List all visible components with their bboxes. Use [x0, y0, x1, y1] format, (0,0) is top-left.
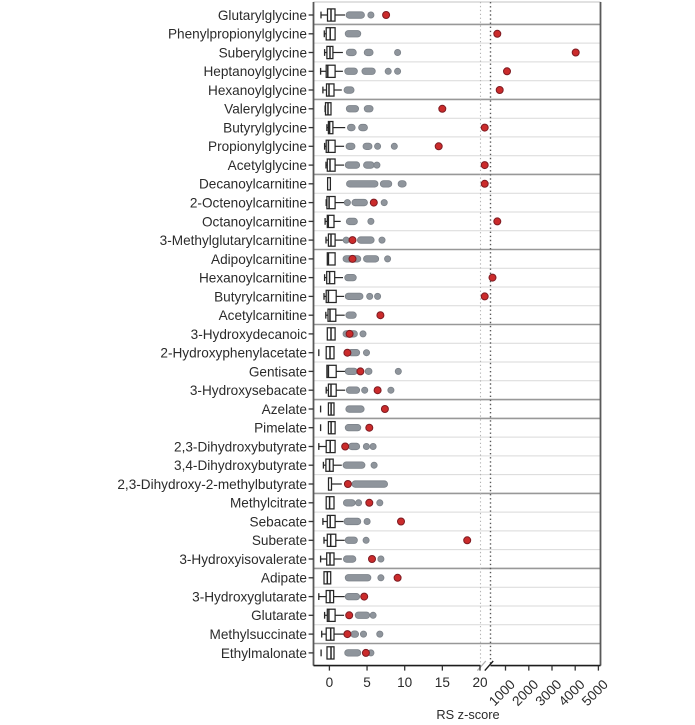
- svg-text:Sebacate: Sebacate: [250, 514, 307, 529]
- svg-text:5: 5: [363, 675, 371, 690]
- svg-text:RS z-score: RS z-score: [436, 707, 499, 720]
- svg-text:20: 20: [472, 675, 488, 690]
- svg-text:Methylsuccinate: Methylsuccinate: [210, 627, 307, 642]
- svg-text:2,3-Dihydroxy-2-methylbutyrate: 2,3-Dihydroxy-2-methylbutyrate: [117, 477, 307, 492]
- svg-text:Butyrylglycine: Butyrylglycine: [223, 121, 307, 136]
- svg-text:Valerylglycine: Valerylglycine: [224, 102, 307, 117]
- svg-text:Octanoylcarnitine: Octanoylcarnitine: [202, 214, 307, 229]
- svg-text:Suberate: Suberate: [252, 533, 307, 548]
- svg-text:Hexanoylglycine: Hexanoylglycine: [208, 83, 307, 98]
- svg-text:Glutarylglycine: Glutarylglycine: [218, 8, 307, 23]
- svg-text:2,3-Dihydroxybutyrate: 2,3-Dihydroxybutyrate: [174, 439, 307, 454]
- svg-text:Butyrylcarnitine: Butyrylcarnitine: [214, 289, 307, 304]
- svg-text:3-Hydroxydecanoic: 3-Hydroxydecanoic: [191, 327, 308, 342]
- svg-text:2-Octenoylcarnitine: 2-Octenoylcarnitine: [190, 196, 307, 211]
- svg-text:Decanoylcarnitine: Decanoylcarnitine: [199, 177, 307, 192]
- svg-text:Acetylcarnitine: Acetylcarnitine: [219, 308, 307, 323]
- svg-text:Heptanoylglycine: Heptanoylglycine: [203, 64, 307, 79]
- svg-text:Suberylglycine: Suberylglycine: [219, 45, 307, 60]
- svg-text:Propionylglycine: Propionylglycine: [208, 139, 307, 154]
- svg-text:Methylcitrate: Methylcitrate: [230, 496, 307, 511]
- svg-text:3-Methylglutarylcarnitine: 3-Methylglutarylcarnitine: [160, 233, 307, 248]
- svg-text:Azelate: Azelate: [262, 402, 307, 417]
- svg-text:Acetylglycine: Acetylglycine: [228, 158, 307, 173]
- svg-text:15: 15: [435, 675, 450, 690]
- svg-text:Ethylmalonate: Ethylmalonate: [221, 646, 307, 661]
- svg-text:2-Hydroxyphenylacetate: 2-Hydroxyphenylacetate: [160, 346, 307, 361]
- svg-text:3-Hydroxyglutarate: 3-Hydroxyglutarate: [192, 590, 307, 605]
- svg-text:Glutarate: Glutarate: [251, 608, 307, 623]
- svg-text:Phenylpropionylglycine: Phenylpropionylglycine: [168, 27, 307, 42]
- svg-text:Gentisate: Gentisate: [249, 364, 307, 379]
- svg-text:3,4-Dihydroxybutyrate: 3,4-Dihydroxybutyrate: [174, 458, 307, 473]
- svg-text:Adipoylcarnitine: Adipoylcarnitine: [211, 252, 307, 267]
- svg-text:3-Hydroxyisovalerate: 3-Hydroxyisovalerate: [179, 552, 307, 567]
- svg-text:Adipate: Adipate: [261, 571, 307, 586]
- svg-text:Hexanoylcarnitine: Hexanoylcarnitine: [199, 271, 307, 286]
- svg-text:0: 0: [326, 675, 334, 690]
- svg-text:3-Hydroxysebacate: 3-Hydroxysebacate: [190, 383, 307, 398]
- svg-text:Pimelate: Pimelate: [254, 421, 307, 436]
- svg-text:10: 10: [397, 675, 413, 690]
